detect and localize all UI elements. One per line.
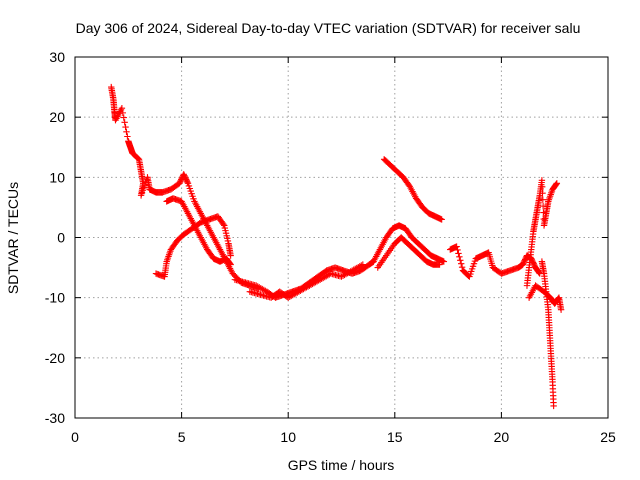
data-point [227,252,234,259]
data-point [553,181,560,188]
x-tick-label: 20 [494,429,510,445]
data-point [456,253,463,261]
x-axis-label: GPS time / hours [288,457,395,473]
series-track-arch [152,213,234,280]
grid-lines [75,57,608,418]
y-axis-label: SDTVAR / TECUs [5,182,21,294]
data-point [184,178,191,186]
y-tick-label: -10 [45,290,65,306]
data-point [553,180,561,187]
series-track-trough-lower [246,261,367,301]
data-point [455,250,462,257]
data-point [535,269,543,276]
data-point [538,177,546,184]
data-point [457,260,465,267]
y-tick-label: -20 [45,350,65,366]
data-point [453,243,460,250]
x-tick-label: 15 [387,429,403,445]
x-tick-label: 10 [280,429,296,445]
y-tick-label: -30 [45,410,65,426]
series-track-midday-lower [374,234,443,271]
data-point [121,119,128,126]
data-point [539,196,547,203]
data-point [359,261,367,268]
series-track-late-rise [523,177,561,289]
data-point [119,109,127,117]
data-point [457,257,464,264]
y-tick-label: 20 [49,109,65,125]
series-track-upper-diag [380,156,445,223]
series-track-trough [231,258,377,301]
x-tick-label: 5 [178,429,186,445]
y-tick-label: 30 [49,49,65,65]
x-tick-label: 0 [71,429,79,445]
y-tick-label: 0 [57,230,65,246]
series-track-midday-bump [370,222,448,265]
data-point [557,306,565,313]
data-point [227,261,234,268]
series-track-crossing [163,195,234,268]
series-track-late-tail [525,282,565,313]
series-track-afternoon [447,243,543,280]
data-point [122,123,129,131]
data-point [226,260,234,267]
data-point [440,258,448,265]
data-point [436,261,443,268]
series-track-early-descent [108,83,262,292]
data-point [120,114,127,121]
data-point [454,246,461,254]
data-point [123,128,130,135]
data-point [550,402,557,410]
axis-ticks: 0 5 10 15 20 25 -30 -20 -10 0 10 20 30 [45,49,616,445]
data-point [220,220,227,228]
series-track-late-drop [538,258,557,410]
x-tick-label: 25 [600,429,616,445]
data-point [118,104,126,112]
data-point [438,216,445,223]
data-point [124,133,131,140]
chart-title: Day 306 of 2024, Sidereal Day-to-day VTE… [76,20,581,36]
data-point [539,190,546,197]
data-points [108,83,565,410]
data-point [358,262,365,269]
data-point [539,183,546,190]
data-point [458,263,466,271]
y-tick-label: 10 [49,169,65,185]
